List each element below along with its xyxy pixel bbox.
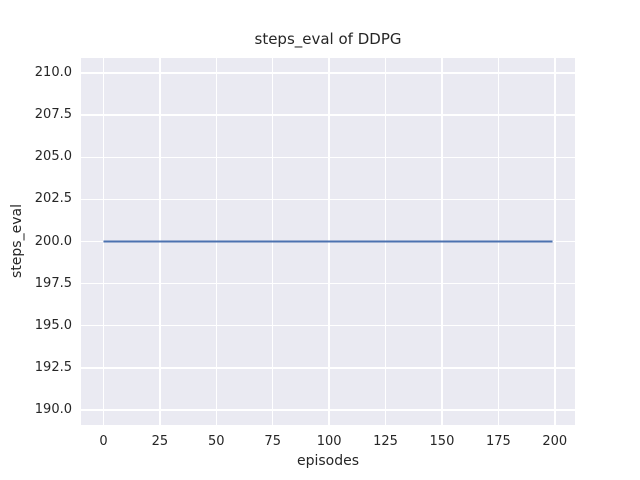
y-tick-label: 200.0 — [34, 233, 72, 249]
h-gridline — [81, 282, 575, 285]
chart-title: steps_eval of DDPG — [254, 30, 402, 48]
y-tick-label: 205.0 — [34, 149, 72, 165]
h-gridline — [81, 72, 575, 74]
h-gridline — [81, 367, 575, 369]
x-tick-label: 25 — [151, 434, 169, 449]
x-tick-label: 150 — [429, 434, 455, 449]
v-gridline — [102, 58, 105, 425]
y-tick-label: 210.0 — [34, 65, 72, 81]
x-tick-label: 0 — [99, 434, 108, 449]
y-tick-label: 192.5 — [34, 359, 72, 375]
v-gridline — [554, 58, 556, 425]
x-axis-label: episodes — [296, 453, 360, 469]
h-gridline — [81, 198, 575, 201]
h-gridline — [81, 324, 575, 327]
plot-area — [81, 58, 575, 425]
h-gridline — [81, 114, 575, 116]
x-tick-label: 175 — [485, 434, 511, 449]
x-tick-label: 125 — [373, 434, 398, 449]
y-tick-label: 195.0 — [34, 317, 72, 333]
y-tick-label: 202.5 — [34, 191, 72, 207]
h-gridline — [81, 409, 575, 411]
series-layer — [103, 240, 553, 243]
x-tick-label: 200 — [542, 434, 568, 449]
x-tick-label: 50 — [208, 434, 225, 449]
y-tick-label: 190.0 — [34, 401, 72, 417]
x-tick-label: 100 — [316, 434, 342, 449]
y-tick-label: 207.5 — [34, 107, 72, 123]
h-gridline — [81, 156, 575, 159]
x-tick-label: 75 — [264, 434, 281, 449]
y-tick-label: 197.5 — [34, 275, 72, 291]
